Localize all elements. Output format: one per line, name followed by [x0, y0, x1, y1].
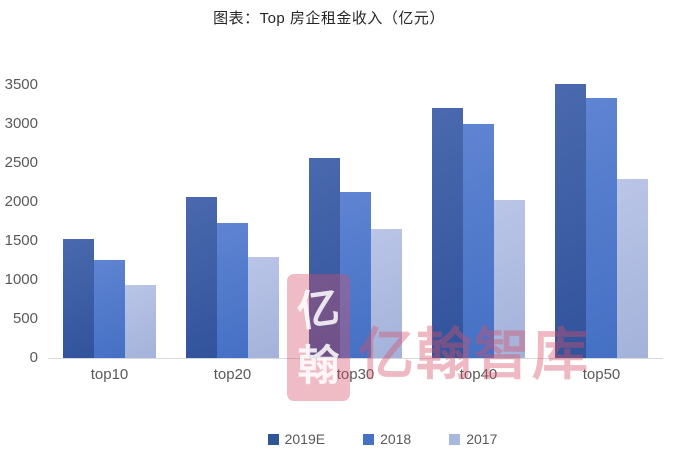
- legend-label-2018: 2018: [380, 431, 412, 447]
- legend-label-2019E: 2019E: [284, 431, 326, 447]
- bar-2018-top50: [586, 98, 617, 358]
- y-tick-label-500: 500: [12, 310, 38, 327]
- x-axis-label-top50: top50: [582, 366, 621, 383]
- x-axis-label-top10: top10: [90, 366, 129, 383]
- bar-2017-top20: [248, 257, 279, 358]
- bar-2018-top40: [463, 124, 494, 358]
- bar-2018-top30: [340, 191, 371, 358]
- bar-group-top20: [171, 85, 294, 358]
- bar-2018-top20: [217, 223, 248, 358]
- bar-2019E-top10: [63, 239, 94, 358]
- bar-group-top40: [417, 85, 540, 358]
- bar-2018-top10: [94, 259, 125, 358]
- x-axis-labels: top10 top20 top30 top40 top50: [48, 366, 663, 383]
- bar-2017-top50: [617, 178, 648, 358]
- y-tick-label-1500: 1500: [4, 232, 38, 249]
- y-tick-label-3000: 3000: [4, 115, 38, 132]
- bar-2019E-top30: [309, 158, 340, 358]
- bar-group-top30: [294, 85, 417, 358]
- chart-title: 图表：Top 房企租金收入（亿元）: [213, 10, 445, 27]
- bar-2017-top40: [494, 199, 525, 358]
- y-tick-label-1000: 1000: [4, 271, 38, 288]
- plot-area: [48, 84, 663, 358]
- y-tick-label-3500: 3500: [4, 76, 38, 93]
- legend-swatch-2019E: [267, 433, 279, 445]
- x-axis-line: [48, 358, 663, 359]
- legend-swatch-2017: [449, 433, 461, 445]
- y-axis-labels: 0 500 1000 1500 2000 2500 3000 3500: [0, 76, 38, 366]
- x-axis-label-top40: top40: [459, 366, 498, 383]
- bar-2017-top10: [125, 285, 156, 358]
- bar-2019E-top50: [555, 84, 586, 358]
- y-tick-label-2500: 2500: [4, 154, 38, 171]
- chart-legend: 2019E 2018 2017: [75, 431, 688, 447]
- bar-group-top10: [48, 85, 171, 358]
- y-tick-label-0: 0: [29, 349, 38, 366]
- bar-groups: [48, 84, 663, 358]
- y-tick-label-2000: 2000: [4, 193, 38, 210]
- bar-group-top50: [540, 84, 663, 358]
- legend-label-2017: 2017: [466, 431, 498, 447]
- bar-2017-top30: [371, 229, 402, 358]
- legend-item-2019E: 2019E: [267, 431, 326, 447]
- x-axis-label-top20: top20: [213, 366, 252, 383]
- legend-item-2018: 2018: [363, 431, 411, 447]
- legend-swatch-2018: [363, 433, 375, 445]
- bar-2019E-top20: [186, 196, 217, 358]
- bar-2019E-top40: [432, 108, 463, 358]
- legend-item-2017: 2017: [449, 431, 497, 447]
- x-axis-label-top30: top30: [336, 366, 375, 383]
